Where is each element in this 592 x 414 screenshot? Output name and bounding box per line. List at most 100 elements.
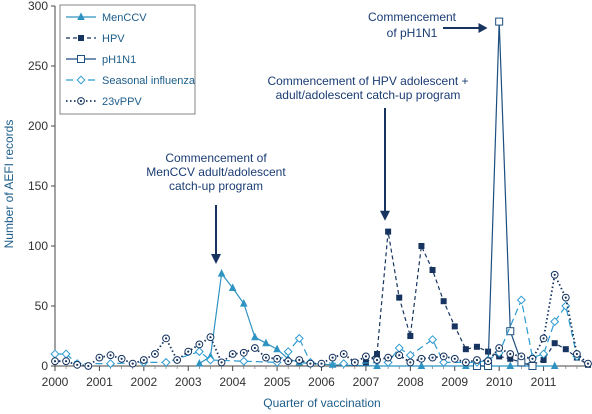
data-point-menccv [251,332,259,341]
y-tick-label: 300 [28,0,48,13]
data-point-menccv [373,361,381,370]
y-tick-label: 150 [28,179,48,193]
data-point-23vppv-center [53,360,57,363]
data-point-hpv [396,294,403,301]
data-point-seasonal-influenza [106,359,116,369]
data-point-23vppv-center [109,354,112,357]
annotation-text-line: MenCCV adult/adolescent [146,165,286,179]
data-point-hpv [418,243,425,249]
x-tick-label: 2011 [531,375,557,389]
x-tick-label: 2003 [175,375,202,389]
data-point-seasonal-influenza [283,347,293,357]
data-point-23vppv-center [309,362,312,365]
annotation-text-line: of pH1N1 [387,26,438,40]
data-point-23vppv-center [87,364,90,368]
legend-label: 23vPPV [102,96,142,108]
data-point-seasonal-influenza [405,350,415,360]
data-point-seasonal-influenza [239,356,249,366]
series-ph1n1 [472,17,537,370]
data-point-23vppv-center [98,356,101,359]
data-point-menccv [273,344,281,353]
data-point-seasonal-influenza [516,295,526,305]
data-point-23vppv-center [264,356,268,359]
data-point-seasonal-influenza [50,349,60,359]
legend-item-ph1n1: pH1N1 [66,54,136,66]
legend-marker [76,75,86,85]
data-point-23vppv-center [575,352,578,356]
y-tick-label: 200 [28,119,48,133]
data-point-menccv [550,361,559,370]
data-point-seasonal-influenza [205,355,215,365]
x-tick-label: 2008 [397,375,424,389]
data-point-menccv [262,338,270,347]
annotation-text-line: Commencement [368,10,457,24]
data-point-23vppv-center [486,360,490,363]
y-axis-title: Number of AEFI records [2,120,16,249]
legend-label: HPV [102,33,125,45]
data-point-23vppv-center [187,350,190,353]
data-point-hpv [562,346,569,353]
data-point-23vppv-center [531,357,534,360]
data-point-menccv [217,269,226,277]
data-point-ph1n1 [528,362,537,370]
data-point-23vppv-center [287,360,290,363]
data-point-seasonal-influenza [439,357,449,367]
x-axis-title: Quarter of vaccination [263,396,380,410]
x-tick-label: 2006 [308,375,335,389]
data-point-hpv [385,228,392,235]
annotation-arrowhead [211,254,221,264]
legend-marker-center [79,99,83,103]
legend-label: MenCCV [102,12,147,24]
data-point-23vppv-center [320,362,323,365]
annotation-text-line: Commencement of [165,151,267,165]
data-point-23vppv-center [198,343,201,346]
x-tick-label: 2007 [353,375,380,389]
data-point-23vppv-center [409,361,412,364]
data-point-menccv [228,283,237,292]
data-point-hpv [407,333,414,339]
legend-item-seasonal-influenza: Seasonal influenza [66,75,196,87]
annotation-ph1n1: Commencement of pH1N1 [368,10,488,40]
data-point-23vppv-center [242,351,245,354]
data-point-23vppv-center [475,358,479,362]
annotation-arrowhead [380,210,390,221]
data-point-hpv [507,355,514,362]
annotation-hpv: Commencement of HPV adolescent +adult/ad… [267,74,469,221]
data-point-23vppv-center [209,336,212,339]
data-point-seasonal-influenza [339,359,349,369]
data-point-hpv [374,351,381,357]
data-point-ph1n1 [506,327,515,336]
legend-label: Seasonal influenza [102,75,196,87]
data-point-23vppv-center [431,356,434,359]
data-point-menccv [417,361,426,370]
data-point-23vppv-center [542,337,545,340]
data-point-hpv [540,357,547,363]
series-line-ph1n1 [477,21,533,367]
x-tick-label: 2001 [86,375,113,389]
data-point-23vppv-center [153,352,157,356]
legend-item-23vppv: 23vPPV [66,96,142,108]
y-tick-label: 250 [28,59,48,73]
data-point-23vppv-center [364,355,368,358]
data-point-seasonal-influenza [394,343,404,353]
data-point-23vppv-center [398,354,401,357]
data-point-23vppv-center [298,358,301,362]
data-point-23vppv-center [65,360,68,363]
data-point-23vppv-center [375,358,379,362]
data-point-23vppv-center [442,355,445,358]
data-point-23vppv-center [176,358,179,362]
legend: MenCCV HPV pH1N1 Seasonal influenza 23vPPV [59,4,196,115]
data-point-hpv [473,343,480,350]
data-point-hpv [451,323,458,330]
data-point-23vppv-center [76,363,79,366]
data-point-seasonal-influenza [561,301,571,311]
x-tick-label: 2002 [130,375,157,389]
data-point-seasonal-influenza [294,333,304,343]
x-tick-label: 2004 [219,375,246,389]
y-tick-label: 100 [28,239,48,253]
y-tick-label: 50 [35,299,49,313]
x-tick-label: 2010 [486,375,513,389]
y-tick-label: 0 [41,359,48,373]
